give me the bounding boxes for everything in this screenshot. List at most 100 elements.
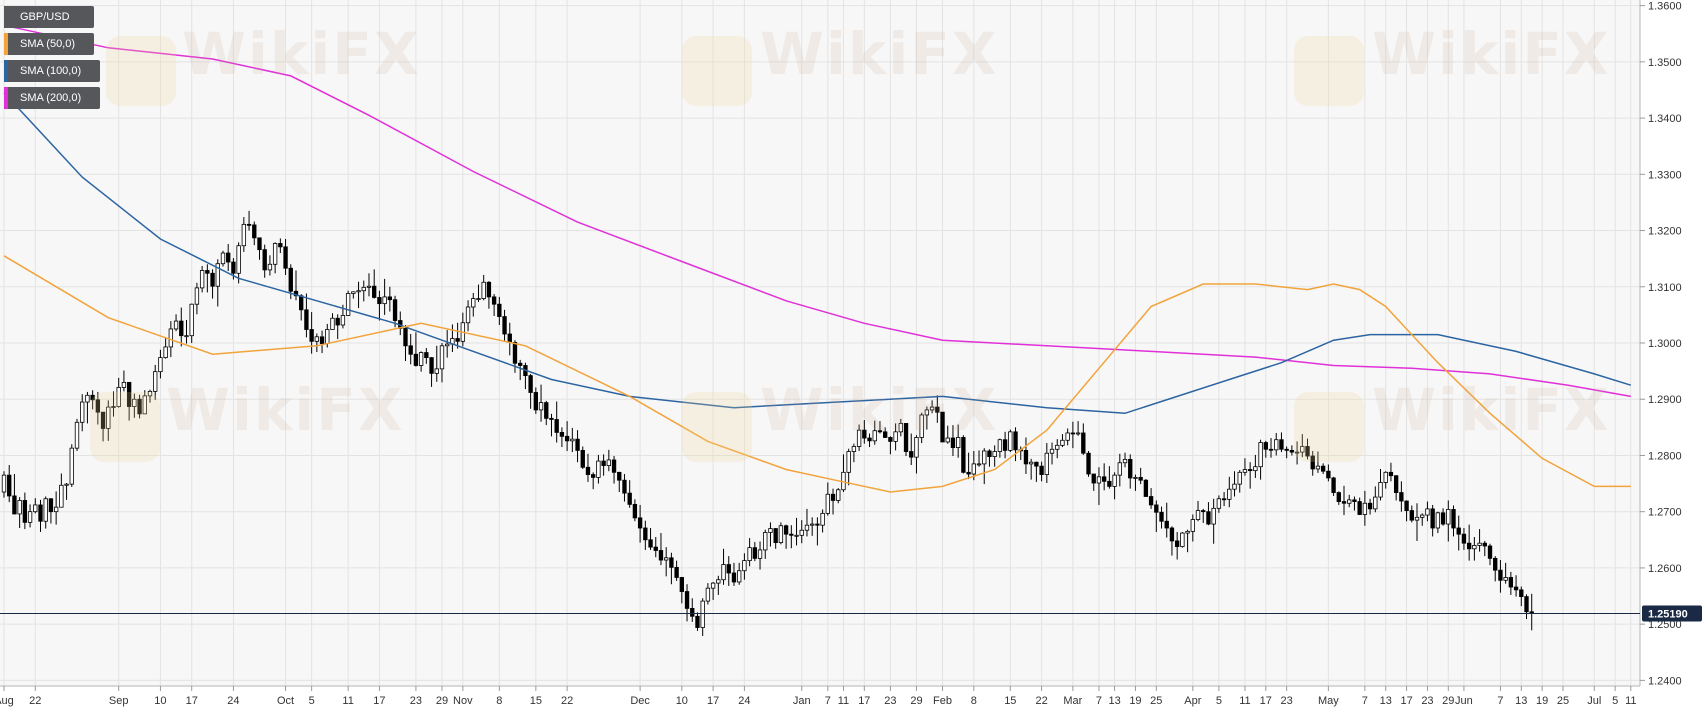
candle-body bbox=[919, 414, 924, 438]
candle bbox=[648, 527, 653, 550]
candle-body bbox=[1409, 510, 1414, 521]
candle-body bbox=[1420, 514, 1425, 518]
candle-body bbox=[1466, 542, 1472, 550]
candle bbox=[700, 598, 705, 636]
moving-averages bbox=[3, 24, 1632, 493]
candle-body bbox=[893, 431, 898, 442]
price-axis: 1.2400 1.2500 1.2600 1.2700 1.2800 1.2900 1.30… bbox=[1640, 1, 1682, 687]
legend-symbol[interactable]: GBP/USD bbox=[4, 6, 94, 28]
candle-body bbox=[80, 401, 85, 423]
x-tick-label: 17 bbox=[707, 695, 719, 707]
candle-body bbox=[1294, 451, 1300, 454]
candle-body bbox=[424, 352, 429, 359]
candle-body bbox=[1482, 542, 1487, 547]
candle bbox=[1347, 494, 1352, 508]
candle-body bbox=[637, 517, 643, 529]
candle bbox=[1388, 462, 1394, 482]
candle bbox=[1336, 491, 1341, 505]
candle bbox=[445, 330, 450, 358]
candle-body bbox=[116, 387, 121, 407]
y-tick-label: 1.2500 bbox=[1648, 619, 1682, 631]
candle bbox=[664, 547, 669, 577]
y-tick-label: 1.2800 bbox=[1648, 450, 1682, 462]
candle-body bbox=[231, 261, 236, 274]
candle bbox=[1039, 461, 1044, 482]
candle bbox=[502, 309, 507, 341]
candle bbox=[1075, 421, 1081, 436]
candle bbox=[413, 332, 419, 367]
candle-body bbox=[1425, 508, 1430, 516]
legend-sma200[interactable]: SMA (200,0) bbox=[4, 87, 100, 109]
candle bbox=[126, 381, 132, 421]
candle-body bbox=[1357, 501, 1362, 515]
candle bbox=[862, 420, 867, 444]
candle-body bbox=[1075, 432, 1081, 435]
candle bbox=[1472, 536, 1477, 561]
candle bbox=[1524, 594, 1529, 620]
candle bbox=[1357, 497, 1362, 516]
candle-body bbox=[351, 291, 356, 294]
candle bbox=[7, 465, 12, 503]
candle bbox=[830, 488, 836, 515]
candle-body bbox=[1461, 533, 1467, 544]
candle bbox=[1138, 467, 1143, 485]
candle bbox=[106, 400, 111, 441]
candle bbox=[570, 427, 575, 453]
candle-body bbox=[851, 446, 857, 452]
candle bbox=[1117, 453, 1122, 487]
x-tick-label: 11 bbox=[838, 695, 849, 707]
x-tick-label: Jul bbox=[1587, 695, 1601, 707]
candle bbox=[997, 438, 1003, 458]
candle-body bbox=[982, 450, 987, 465]
candle bbox=[716, 575, 721, 595]
legend-sma100[interactable]: SMA (100,0) bbox=[4, 60, 100, 82]
candle bbox=[439, 343, 445, 383]
candle-body bbox=[1258, 442, 1263, 468]
candle bbox=[1086, 450, 1091, 477]
legend-sma50[interactable]: SMA (50,0) bbox=[4, 33, 94, 55]
candle bbox=[1498, 560, 1503, 593]
y-tick-label: 1.3600 bbox=[1648, 1, 1682, 13]
candle-body bbox=[1227, 488, 1232, 500]
candle-body bbox=[236, 245, 241, 274]
candle bbox=[737, 562, 742, 585]
candle bbox=[1060, 434, 1065, 448]
candle bbox=[1305, 438, 1310, 460]
candle bbox=[883, 427, 888, 439]
candle-body bbox=[872, 430, 877, 442]
candle-body bbox=[721, 564, 726, 581]
candle-body bbox=[387, 296, 393, 301]
candle bbox=[1279, 432, 1284, 453]
candle bbox=[1232, 471, 1237, 497]
candle-body bbox=[690, 608, 695, 617]
candle-body bbox=[945, 437, 950, 443]
candle bbox=[1107, 466, 1112, 489]
candle-body bbox=[966, 471, 971, 475]
candle bbox=[778, 522, 784, 545]
candle bbox=[356, 281, 361, 309]
candle bbox=[1331, 476, 1336, 496]
candle bbox=[1174, 531, 1180, 560]
x-tick-label: 24 bbox=[738, 695, 750, 707]
candle bbox=[559, 427, 565, 448]
candle-body bbox=[33, 504, 38, 513]
candle bbox=[22, 492, 28, 530]
candle bbox=[1002, 431, 1008, 459]
candle-body bbox=[1300, 446, 1305, 453]
candle bbox=[132, 393, 137, 418]
x-tick-label: Sep bbox=[109, 695, 129, 707]
candle bbox=[992, 445, 997, 467]
candle-body bbox=[1472, 545, 1477, 550]
candle bbox=[757, 541, 763, 570]
candle-body bbox=[382, 296, 387, 305]
candle-body bbox=[1154, 504, 1159, 513]
candle-body bbox=[1341, 501, 1347, 504]
candle-body bbox=[1143, 479, 1149, 497]
x-tick-label: 25 bbox=[1557, 695, 1569, 707]
candle bbox=[1013, 427, 1018, 462]
candle bbox=[1263, 440, 1268, 458]
x-tick-label: 23 bbox=[1281, 695, 1293, 707]
candle-body bbox=[1451, 509, 1456, 529]
